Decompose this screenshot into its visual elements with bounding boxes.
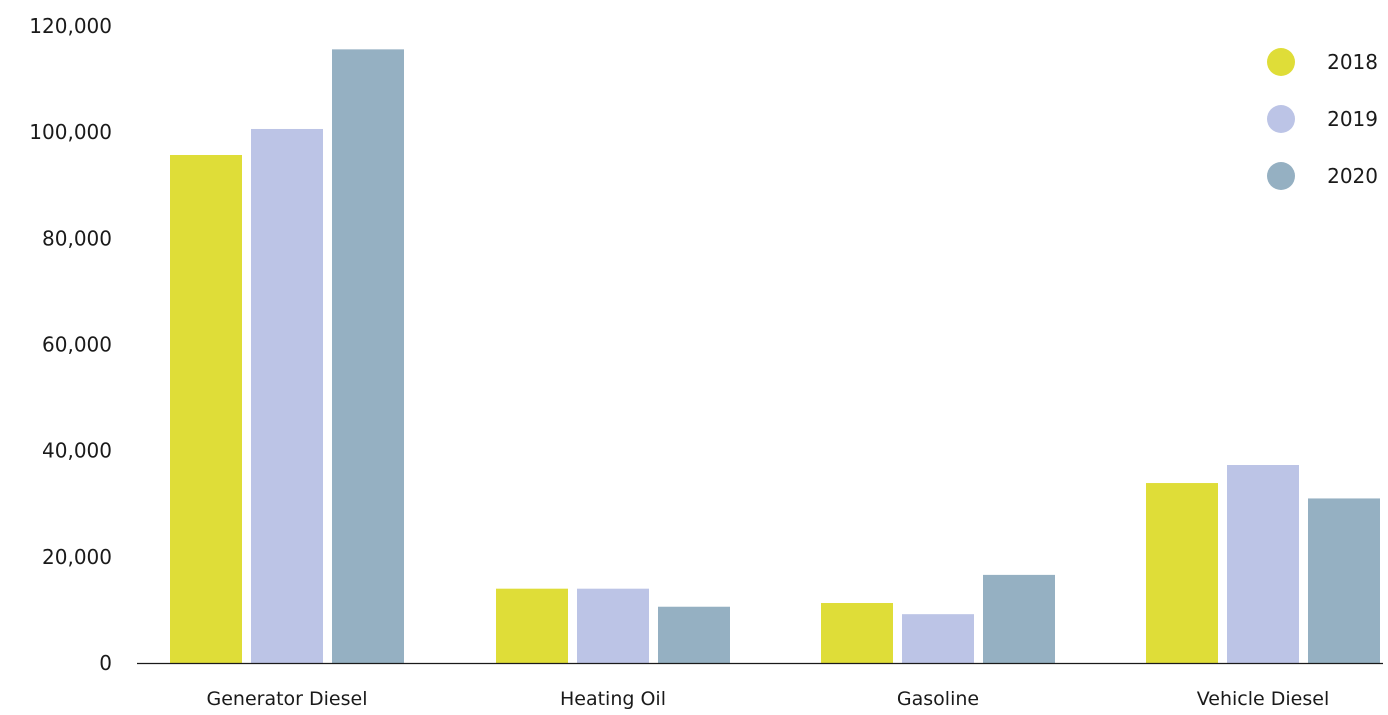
bar-2018-vehicle-diesel <box>1146 483 1218 663</box>
legend-swatch <box>1267 105 1295 133</box>
bar-2019-vehicle-diesel <box>1227 464 1299 663</box>
bar-2018-gasoline <box>821 603 893 663</box>
y-tick-label: 80,000 <box>42 226 112 250</box>
x-axis: Generator Diesel Heating Oil Gasoline Vehic… <box>207 688 1330 710</box>
y-axis: 0 20,000 40,000 60,000 80,000 100,000 120,000 <box>29 14 112 675</box>
x-tick-label: Gasoline <box>897 688 979 710</box>
bar-2020-generator-diesel <box>332 49 404 663</box>
legend-label: 2019 <box>1327 107 1378 131</box>
y-tick-label: 60,000 <box>42 333 112 357</box>
bar-2019-heating-oil <box>577 588 649 663</box>
bar-2019-gasoline <box>902 614 974 663</box>
legend-label: 2020 <box>1327 164 1378 188</box>
legend-swatch <box>1267 48 1295 76</box>
legend-swatch <box>1267 162 1295 190</box>
bar-2020-heating-oil <box>658 606 730 663</box>
y-tick-label: 20,000 <box>42 545 112 569</box>
bar-2020-vehicle-diesel <box>1308 498 1380 663</box>
y-tick-label: 0 <box>99 651 112 675</box>
bars-group <box>170 49 1380 663</box>
bar-2020-gasoline <box>983 574 1055 663</box>
legend: 2018 2019 2020 <box>1267 48 1378 190</box>
y-tick-label: 40,000 <box>42 439 112 463</box>
bar-2018-heating-oil <box>496 588 568 663</box>
legend-label: 2018 <box>1327 50 1378 74</box>
bar-2018-generator-diesel <box>170 154 242 663</box>
x-tick-label: Vehicle Diesel <box>1197 688 1329 710</box>
y-tick-label: 120,000 <box>29 14 112 38</box>
y-tick-label: 100,000 <box>29 120 112 144</box>
x-tick-label: Generator Diesel <box>207 688 368 710</box>
bar-2019-generator-diesel <box>251 128 323 663</box>
x-tick-label: Heating Oil <box>560 688 666 710</box>
